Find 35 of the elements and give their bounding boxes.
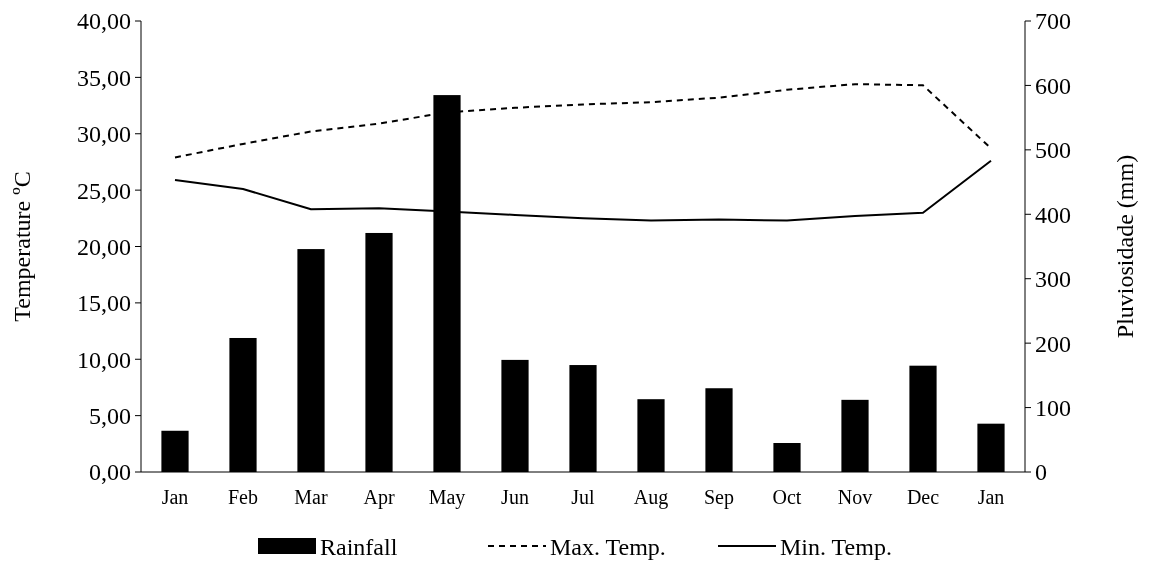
x-tick-label: Mar [294, 486, 328, 508]
x-tick-label: Jan [161, 486, 189, 508]
y2-tick-label: 0 [1035, 459, 1047, 486]
x-tick-label: Jan [977, 486, 1005, 508]
y-tick-label: 35,00 [77, 64, 131, 91]
y-tick-label: 0,00 [89, 459, 131, 486]
y2-tick-label: 100 [1035, 394, 1071, 421]
y2-tick-label: 300 [1035, 266, 1071, 293]
x-tick-label: Jul [571, 486, 596, 508]
x-tick-label: Feb [228, 486, 258, 508]
y2-tick-label: 600 [1035, 72, 1071, 99]
legend-label: Rainfall [320, 534, 398, 560]
y-tick-label: 20,00 [77, 233, 131, 260]
legend-label: Min. Temp. [780, 534, 892, 560]
x-tick-label: May [428, 486, 466, 509]
x-tick-label: Jun [501, 486, 529, 508]
y-tick-label: 10,00 [77, 346, 131, 373]
y2-tick-label: 700 [1035, 8, 1071, 35]
y2-axis-title: Pluviosidade (mm) [1112, 154, 1138, 339]
x-tick-label: Sep [704, 486, 734, 509]
x-tick-label: Apr [363, 486, 395, 509]
y-axis-title: Temperature ºC [9, 171, 35, 322]
x-tick-label: Aug [633, 486, 669, 509]
x-tick-label: Oct [772, 486, 802, 508]
x-tick-label: Dec [906, 486, 940, 508]
legend-label: Max. Temp. [550, 534, 666, 560]
y-tick-label: 30,00 [77, 121, 131, 148]
y2-tick-label: 400 [1035, 201, 1071, 228]
y-tick-label: 25,00 [77, 177, 131, 204]
y2-tick-label: 200 [1035, 330, 1071, 357]
y-tick-label: 15,00 [77, 290, 131, 317]
y-tick-label: 40,00 [77, 8, 131, 35]
y-tick-label: 5,00 [89, 403, 131, 430]
y2-tick-label: 500 [1035, 137, 1071, 164]
x-tick-label: Nov [837, 486, 873, 508]
